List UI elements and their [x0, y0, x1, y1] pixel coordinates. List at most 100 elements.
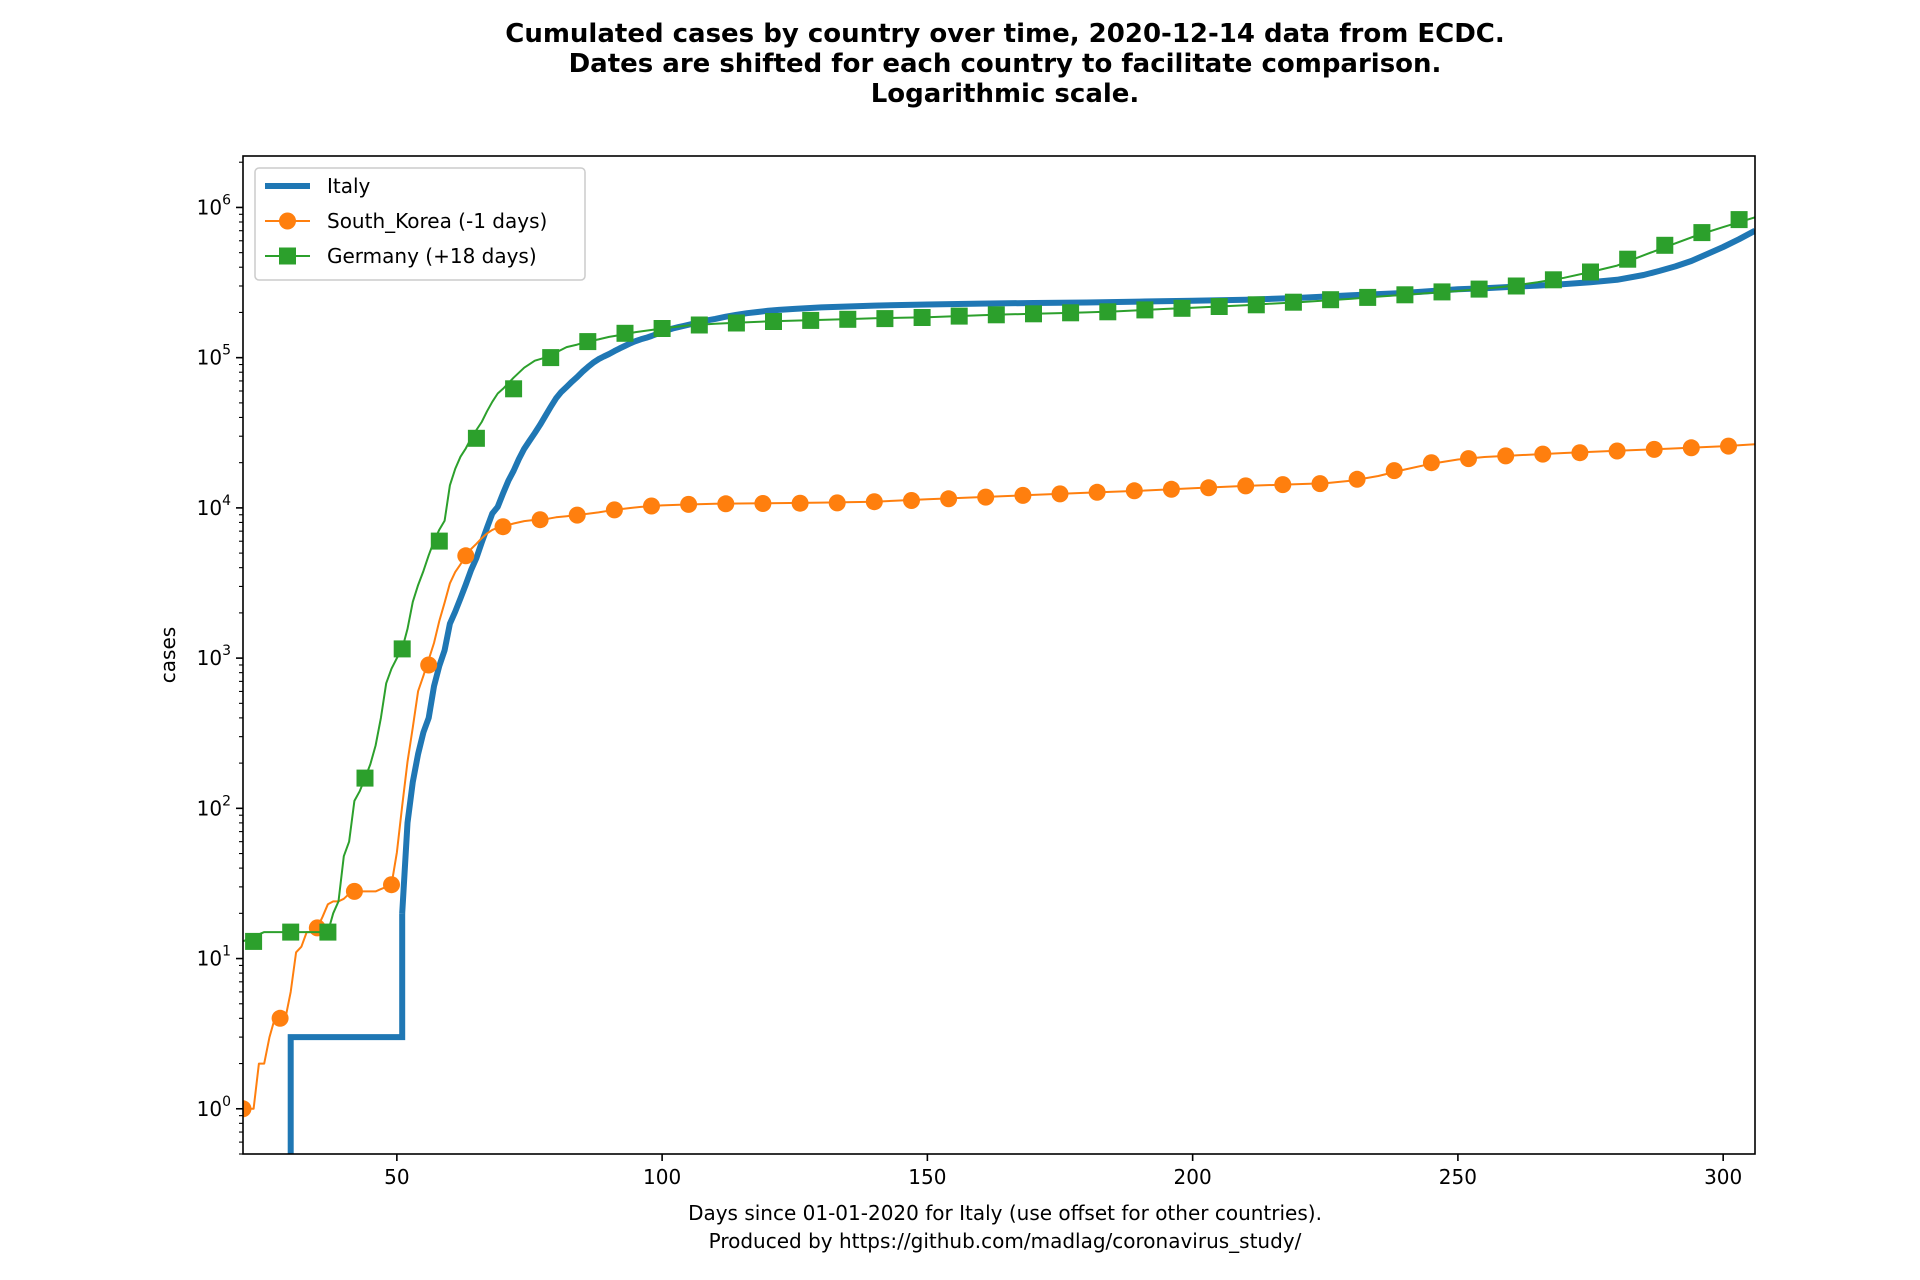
x-tick-label: 100 [643, 1165, 681, 1189]
series-germany-point [1396, 286, 1414, 304]
legend-marker-circle [279, 212, 296, 230]
series-germany-point [542, 349, 560, 367]
series-south-korea-point [643, 497, 660, 515]
legend-label-south-korea: South_Korea (-1 days) [327, 209, 547, 233]
series-south-korea-point [1385, 462, 1403, 480]
series-south-korea-point [243, 1100, 252, 1118]
series-south-korea-point [1088, 483, 1106, 501]
series-south-korea-point [1274, 476, 1292, 494]
series-south-korea-point [1422, 454, 1440, 472]
plot-frame [242, 155, 1756, 1155]
series-germany-point [1173, 299, 1191, 317]
series-layer [243, 211, 1755, 1154]
series-germany-point [1099, 303, 1117, 321]
series-south-korea-point [420, 656, 438, 674]
series-germany [243, 211, 1755, 950]
y-axis-label: cases [156, 627, 180, 683]
legend-box [254, 167, 586, 281]
series-south-korea-point [680, 495, 698, 513]
y-tick-label: 105 [197, 343, 231, 370]
series-south-korea-point [494, 518, 512, 536]
x-tick-label: 200 [1174, 1165, 1212, 1189]
series-south-korea-point [1014, 486, 1032, 504]
series-south-korea-point [605, 501, 623, 519]
series-germany-point [1544, 271, 1562, 289]
series-south-korea-point [1534, 445, 1552, 463]
series-germany-point [467, 429, 485, 447]
y-tick-label: 101 [197, 944, 231, 971]
series-germany-point [282, 923, 300, 941]
legend-entry-italy: Italy [265, 174, 371, 198]
series-germany-point [1062, 304, 1080, 322]
series-south-korea-point [1051, 485, 1069, 503]
series-south-korea-point [531, 511, 549, 529]
series-south-korea-point [457, 547, 475, 565]
x-axis-label: Days since 01-01-2020 for Italy (use off… [688, 1201, 1322, 1253]
series-germany-point [319, 923, 337, 941]
series-south-korea-point [1608, 442, 1626, 460]
series-germany-point [727, 314, 745, 332]
series-germany-point [1247, 296, 1265, 314]
series-south-korea-point [754, 495, 772, 512]
x-axis-label-line-1: Days since 01-01-2020 for Italy (use off… [688, 1201, 1322, 1225]
series-south-korea-point [345, 882, 363, 900]
chart-title: Cumulated cases by country over time, 20… [505, 19, 1505, 109]
series-germany-point [393, 640, 411, 658]
series-south-korea-point [1497, 447, 1515, 465]
series-germany-point [245, 932, 263, 950]
series-germany-point [579, 333, 597, 351]
x-tick-label: 50 [384, 1165, 409, 1189]
series-germany-point [1359, 288, 1377, 306]
series-south-korea-line [243, 443, 1755, 1110]
series-south-korea-point [717, 495, 735, 513]
series-south-korea-point [903, 492, 920, 509]
series-germany-point [1656, 236, 1674, 254]
series-germany-point [1730, 211, 1748, 229]
series-germany-point [802, 311, 820, 329]
series-germany-point [765, 313, 782, 330]
series-south-korea-point [791, 494, 809, 512]
series-south-korea-point [1125, 482, 1143, 500]
series-germany-point [839, 310, 857, 328]
series-germany-point [1210, 298, 1228, 315]
series-germany-point [1619, 250, 1637, 268]
x-axis-label-line-2: Produced by https://github.com/madlag/co… [709, 1229, 1302, 1253]
series-south-korea-point [977, 488, 995, 506]
series-germany-point [1470, 280, 1488, 298]
legend-entry-germany: Germany (+18 days) [265, 244, 537, 268]
series-germany-point [430, 532, 448, 550]
series-germany-point [1433, 283, 1451, 301]
series-south-korea-point [1645, 440, 1663, 458]
series-south-korea-point [1162, 480, 1180, 498]
legend-entry-south-korea: South_Korea (-1 days) [265, 209, 547, 233]
x-tick-label: 150 [908, 1165, 946, 1189]
series-south-korea-point [568, 506, 586, 524]
series-germany-point [876, 310, 894, 328]
series-germany-point [987, 306, 1005, 324]
series-south-korea-point [1348, 470, 1366, 488]
series-south-korea-point [1200, 479, 1218, 497]
chart-title-line-1: Cumulated cases by country over time, 20… [505, 19, 1505, 49]
series-germany-point [1582, 263, 1599, 281]
series-south-korea-point [1311, 475, 1329, 493]
series-south-korea-point [383, 876, 400, 894]
series-germany-point [616, 324, 634, 342]
series-germany-point [356, 769, 374, 787]
series-germany-point [913, 309, 931, 326]
series-germany-point [653, 320, 671, 337]
series-south-korea-point [1237, 477, 1255, 495]
series-germany-point [1025, 305, 1042, 323]
legend-marker-square [279, 247, 296, 265]
series-germany-point [950, 307, 968, 325]
series-south-korea-point [1682, 439, 1700, 457]
axis-ticks: 50 100 150 200 250 300 100 101 102 103 104 105 106 [197, 161, 1742, 1189]
legend: Italy South_Korea (-1 days) Germany (+18… [254, 167, 586, 281]
series-germany-point [690, 316, 708, 334]
y-tick-label: 100 [197, 1094, 231, 1121]
chart-title-line-3: Logarithmic scale. [871, 79, 1140, 109]
y-tick-label: 106 [197, 192, 231, 219]
series-south-korea-point [828, 494, 846, 512]
series-germany-point [1136, 301, 1154, 319]
series-germany-point [1284, 293, 1302, 311]
series-italy-step-line [287, 913, 406, 1154]
